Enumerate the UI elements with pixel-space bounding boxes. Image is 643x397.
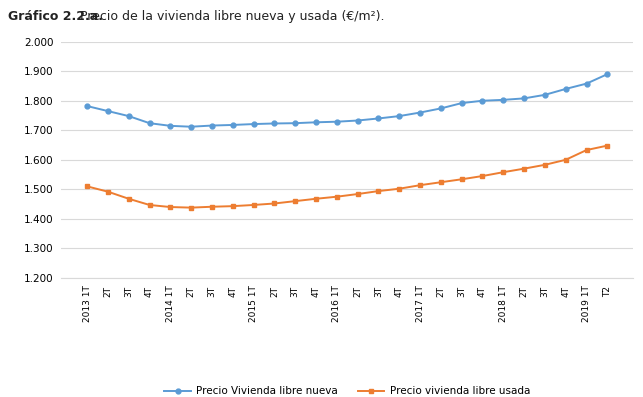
Precio vivienda libre usada bbox=[291, 199, 299, 204]
Precio Vivienda libre nueva bbox=[312, 120, 320, 125]
Precio Vivienda libre nueva bbox=[604, 72, 611, 77]
Precio Vivienda libre nueva bbox=[583, 81, 590, 86]
Precio vivienda libre usada bbox=[395, 186, 403, 191]
Precio Vivienda libre nueva bbox=[229, 123, 237, 127]
Precio vivienda libre usada bbox=[187, 205, 195, 210]
Precio Vivienda libre nueva bbox=[208, 123, 216, 128]
Precio Vivienda libre nueva bbox=[83, 104, 91, 108]
Precio vivienda libre usada bbox=[458, 177, 466, 182]
Precio Vivienda libre nueva bbox=[541, 93, 548, 97]
Precio vivienda libre usada bbox=[229, 204, 237, 208]
Precio vivienda libre usada bbox=[125, 197, 132, 201]
Precio vivienda libre usada bbox=[583, 148, 590, 152]
Precio Vivienda libre nueva bbox=[520, 96, 528, 101]
Line: Precio vivienda libre usada: Precio vivienda libre usada bbox=[85, 143, 610, 210]
Precio Vivienda libre nueva bbox=[354, 118, 361, 123]
Precio Vivienda libre nueva bbox=[458, 101, 466, 106]
Line: Precio Vivienda libre nueva: Precio Vivienda libre nueva bbox=[85, 72, 610, 129]
Precio vivienda libre usada bbox=[167, 205, 174, 210]
Precio Vivienda libre nueva bbox=[333, 119, 341, 124]
Precio vivienda libre usada bbox=[333, 194, 341, 199]
Precio Vivienda libre nueva bbox=[104, 109, 112, 114]
Precio vivienda libre usada bbox=[520, 166, 528, 171]
Precio Vivienda libre nueva bbox=[125, 114, 132, 118]
Precio vivienda libre usada bbox=[208, 204, 216, 209]
Precio Vivienda libre nueva bbox=[249, 122, 257, 127]
Legend: Precio Vivienda libre nueva, Precio vivienda libre usada: Precio Vivienda libre nueva, Precio vivi… bbox=[160, 382, 534, 397]
Precio vivienda libre usada bbox=[249, 202, 257, 207]
Precio Vivienda libre nueva bbox=[437, 106, 445, 111]
Precio vivienda libre usada bbox=[312, 197, 320, 201]
Precio Vivienda libre nueva bbox=[291, 121, 299, 125]
Precio Vivienda libre nueva bbox=[375, 116, 383, 121]
Precio vivienda libre usada bbox=[375, 189, 383, 193]
Precio vivienda libre usada bbox=[83, 184, 91, 189]
Precio vivienda libre usada bbox=[104, 189, 112, 194]
Precio Vivienda libre nueva bbox=[187, 124, 195, 129]
Precio Vivienda libre nueva bbox=[146, 121, 154, 125]
Precio vivienda libre usada bbox=[437, 180, 445, 185]
Precio vivienda libre usada bbox=[271, 201, 278, 206]
Precio Vivienda libre nueva bbox=[416, 110, 424, 115]
Precio Vivienda libre nueva bbox=[500, 98, 507, 102]
Precio vivienda libre usada bbox=[541, 162, 548, 167]
Precio vivienda libre usada bbox=[146, 202, 154, 207]
Precio Vivienda libre nueva bbox=[562, 87, 570, 91]
Precio vivienda libre usada bbox=[478, 173, 486, 178]
Precio vivienda libre usada bbox=[416, 183, 424, 187]
Text: Gráfico 2.2.a.: Gráfico 2.2.a. bbox=[8, 10, 104, 23]
Precio vivienda libre usada bbox=[562, 158, 570, 162]
Precio Vivienda libre nueva bbox=[395, 114, 403, 118]
Precio Vivienda libre nueva bbox=[167, 123, 174, 128]
Precio vivienda libre usada bbox=[500, 170, 507, 175]
Precio vivienda libre usada bbox=[604, 143, 611, 148]
Precio vivienda libre usada bbox=[354, 192, 361, 197]
Text: Precio de la vivienda libre nueva y usada (€/m²).: Precio de la vivienda libre nueva y usad… bbox=[76, 10, 385, 23]
Precio Vivienda libre nueva bbox=[271, 121, 278, 126]
Precio Vivienda libre nueva bbox=[478, 98, 486, 103]
